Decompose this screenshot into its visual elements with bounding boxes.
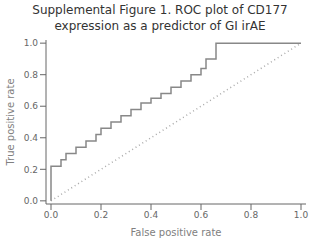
svg-text:1.0: 1.0: [294, 210, 309, 220]
svg-text:True positive rate: True positive rate: [8, 78, 16, 166]
svg-text:0.4: 0.4: [24, 133, 39, 143]
svg-text:0.8: 0.8: [24, 70, 39, 80]
svg-text:0.4: 0.4: [144, 210, 159, 220]
svg-text:0.2: 0.2: [94, 210, 108, 220]
svg-text:0.0: 0.0: [24, 196, 39, 206]
svg-text:0.6: 0.6: [24, 101, 39, 111]
svg-text:0.6: 0.6: [194, 210, 209, 220]
svg-text:0.8: 0.8: [244, 210, 259, 220]
html-text:Supplemental Figure 1. ROC plo: Supplemental Figure 1. ROC plot of CD177…: [32, 3, 288, 33]
svg-text:0.2: 0.2: [24, 165, 38, 175]
svg-text:0.0: 0.0: [44, 210, 59, 220]
svg-text:1.0: 1.0: [24, 38, 39, 48]
svg-text:False positive rate: False positive rate: [131, 227, 222, 238]
